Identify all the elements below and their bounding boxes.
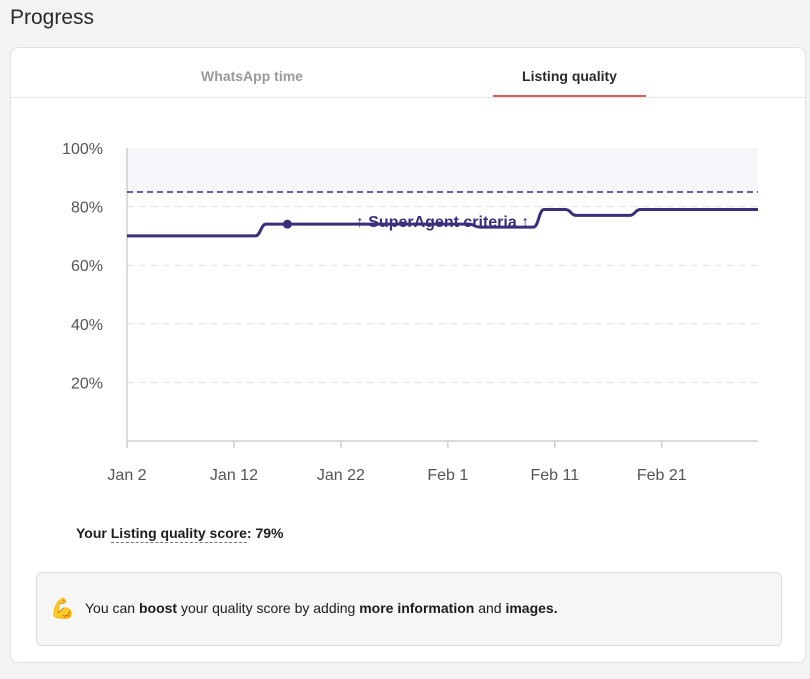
tab-whatsapp-time[interactable]: WhatsApp time (201, 68, 303, 84)
score-metric-label[interactable]: Listing quality score (110, 525, 247, 543)
x-tick-label: Jan 12 (210, 467, 258, 484)
page-title: Progress (10, 6, 95, 29)
y-tick-label: 100% (62, 141, 103, 158)
y-tick-label: 40% (71, 317, 103, 334)
x-tick-label: Feb 1 (427, 467, 468, 484)
y-tick-label: 60% (71, 258, 103, 275)
x-tick-label: Feb 11 (530, 467, 579, 484)
tip-boost: boost (138, 600, 178, 616)
x-tick-label: Jan 2 (107, 467, 146, 484)
y-tick-label: 80% (71, 200, 103, 217)
tab-bar: WhatsApp time Listing quality (11, 48, 805, 98)
tip-images: images. (505, 600, 558, 616)
tab-listing-quality[interactable]: Listing quality (493, 48, 646, 97)
quality-score: Your Listing quality score: 79% (76, 525, 284, 543)
tip-part: your quality score by adding (177, 600, 360, 616)
superagent-criteria-label: ↑ SuperAgent criteria ↑ (356, 214, 529, 231)
progress-card: WhatsApp time Listing quality 20% 40% 60% 8… (10, 47, 806, 663)
tip-text: You can boost your quality score by addi… (85, 600, 558, 616)
score-suffix: : (246, 525, 256, 541)
tip-more-information: more information (359, 600, 475, 616)
series-line (127, 208, 758, 238)
score-prefix: Your (76, 525, 111, 541)
listing-quality-chart: 20% 40% 60% 80% 100% Jan 2 Jan 12 Jan 22 Feb 1 Fe… (62, 141, 758, 484)
data-point-marker (282, 219, 292, 229)
flexed-biceps-icon: 💪 (50, 598, 75, 620)
tip-part: You can (85, 600, 139, 616)
y-tick-label: 20% (71, 375, 103, 392)
criteria-band (127, 148, 758, 192)
x-tick-label: Jan 22 (317, 467, 365, 484)
score-value: 79% (255, 525, 284, 541)
tip-part: and (474, 600, 506, 616)
x-tick-label: Feb 21 (637, 467, 687, 484)
tip-box: 💪 You can boost your quality score by ad… (36, 572, 782, 646)
